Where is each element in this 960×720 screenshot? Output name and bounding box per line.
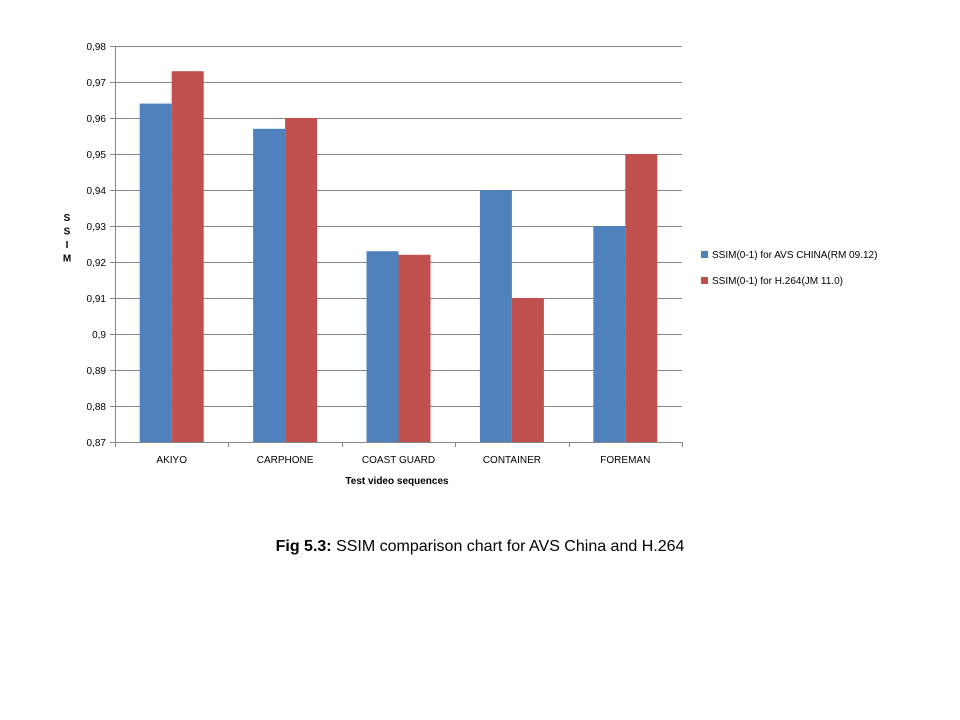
legend-label: SSIM(0-1) for AVS CHINA(RM 09.12) [712,250,877,261]
figure-caption-label: Fig 5.3: [275,538,332,555]
legend-label: SSIM(0-1) for H.264(JM 11.0) [712,276,843,287]
legend-swatch [701,277,708,284]
y-tick-label: 0,89 [87,366,107,377]
bar [511,298,544,442]
y-tick-label: 0,94 [87,186,107,197]
y-tick-label: 0,88 [87,402,107,413]
y-tick-label: 0,92 [87,258,107,269]
legend: SSIM(0-1) for AVS CHINA(RM 09.12) SSIM(0-… [701,250,877,287]
bars [139,71,658,443]
x-tick-label: CONTAINER [483,455,541,466]
legend-swatch [701,251,708,258]
x-tick-labels: AKIYO CARPHONE COAST GUARD CONTAINER FOREMAN [156,455,650,466]
bar [285,118,318,442]
bar [171,71,204,442]
y-tick-label: 0,91 [87,294,107,305]
bar [398,254,431,442]
y-axis-title-letter: I [66,240,69,251]
bar [366,251,399,442]
bar [593,226,626,442]
bar [253,128,286,443]
y-tick-label: 0,98 [87,42,107,53]
bar [139,103,172,442]
figure-caption-text: SSIM comparison chart for AVS China and … [331,538,685,555]
axes [110,46,683,447]
x-tick-label: COAST GUARD [362,455,435,466]
x-tick-label: FOREMAN [600,455,650,466]
x-tick-label: CARPHONE [257,455,314,466]
x-axis-title: Test video sequences [345,476,449,487]
y-axis-title-letter: S [64,227,71,238]
y-tick-labels: 0,87 0,88 0,89 0,9 0,91 0,92 0,93 0,94 0,95 0,96 0… [87,42,107,449]
y-axis-title-letter: S [64,213,71,224]
y-tick-label: 0,97 [87,78,107,89]
y-tick-label: 0,95 [87,150,107,161]
y-tick-label: 0,96 [87,114,107,125]
bar [625,154,658,442]
ssim-bar-chart: 0,87 0,88 0,89 0,9 0,91 0,92 0,93 0,94 0,95 0,96 0… [63,42,878,487]
x-tick-label: AKIYO [156,455,187,466]
figure-caption: Fig 5.3: SSIM comparison chart for AVS C… [0,538,960,556]
y-tick-label: 0,9 [92,330,106,341]
bar [479,190,512,442]
y-tick-label: 0,93 [87,222,107,233]
y-axis-title-letter: M [63,254,71,265]
y-tick-label: 0,87 [87,438,107,449]
